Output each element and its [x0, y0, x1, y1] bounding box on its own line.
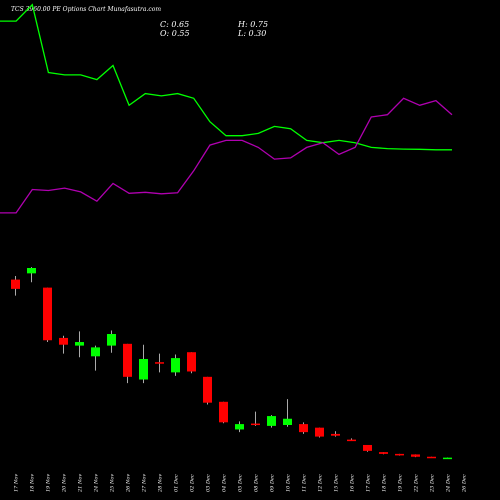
- x-tick-label: 05 Dec: [238, 474, 244, 492]
- x-tick-label: 08 Dec: [254, 474, 260, 492]
- candle-body: [43, 287, 52, 341]
- candle: [331, 431, 340, 437]
- candle: [315, 427, 324, 438]
- x-axis-ticks: 17 Nov 18 Nov 19 Nov 20 Nov 21 Nov 24 Nov 25 N…: [14, 474, 468, 493]
- candle: [75, 331, 84, 358]
- candle-body: [395, 453, 404, 456]
- x-tick-label: 02 Dec: [190, 474, 196, 492]
- candle-body: [443, 457, 452, 460]
- candle-body: [75, 342, 84, 346]
- candle-body: [59, 337, 68, 345]
- candle-body: [411, 454, 420, 457]
- candle: [107, 330, 116, 353]
- open-value: O: 0.55: [160, 29, 190, 38]
- close-value: C: 0.65: [160, 20, 189, 29]
- candle: [347, 438, 356, 442]
- x-tick-label: 12 Dec: [318, 474, 324, 492]
- candle: [123, 343, 132, 384]
- x-tick-label: 22 Dec: [414, 474, 420, 493]
- candle-body: [219, 401, 228, 423]
- x-tick-label: 27 Nov: [142, 474, 148, 493]
- x-tick-label: 26 Nov: [126, 474, 132, 493]
- x-tick-label: 18 Nov: [30, 474, 36, 492]
- candle: [155, 353, 164, 373]
- candle-body: [251, 423, 260, 426]
- x-tick-label: 04 Dec: [222, 474, 228, 492]
- candle: [91, 345, 100, 371]
- x-tick-label: 21 Nov: [78, 474, 84, 493]
- candle-body: [187, 352, 196, 372]
- x-tick-label: 19 Nov: [46, 474, 52, 492]
- candle-body: [315, 427, 324, 437]
- candle-body: [11, 279, 20, 289]
- candle-body: [171, 358, 180, 373]
- candle: [411, 454, 420, 458]
- x-tick-label: 09 Dec: [270, 474, 276, 492]
- x-tick-label: 28 Nov: [158, 474, 164, 493]
- candle: [427, 456, 436, 459]
- x-tick-label: 25 Nov: [110, 474, 116, 493]
- candle-body: [331, 433, 340, 436]
- x-tick-label: 15 Dec: [334, 474, 340, 492]
- high-value: H: 0.75: [237, 20, 268, 29]
- candle: [171, 354, 180, 376]
- x-tick-label: 24 Dec: [446, 474, 452, 493]
- candle-body: [235, 424, 244, 430]
- candle: [283, 399, 292, 427]
- candle-body: [91, 347, 100, 357]
- x-tick-label: 24 Nov: [94, 474, 100, 493]
- indicator-lines: [0, 3, 453, 214]
- candle: [139, 344, 148, 384]
- candles: [11, 267, 452, 460]
- candle-body: [139, 358, 148, 380]
- candle-body: [347, 439, 356, 442]
- chart-title: TCS 3960.00 PE Options Chart Munafasutra…: [11, 6, 161, 13]
- x-tick-label: 01 Dec: [174, 474, 180, 492]
- x-tick-label: 18 Dec: [382, 474, 388, 492]
- candle-body: [379, 452, 388, 454]
- indicator-line-1: [0, 3, 452, 151]
- x-tick-label: 23 Dec: [430, 474, 436, 493]
- candle: [299, 422, 308, 434]
- x-tick-label: 17 Nov: [14, 474, 20, 492]
- candle-body: [123, 343, 132, 377]
- candle-body: [363, 444, 372, 451]
- candle-body: [267, 416, 276, 426]
- candle-body: [107, 334, 116, 346]
- candle-body: [203, 376, 212, 403]
- x-tick-label: 03 Dec: [206, 474, 212, 492]
- candle: [187, 352, 196, 374]
- candle: [267, 415, 276, 428]
- indicator-line-2: [0, 97, 453, 214]
- candle-body: [155, 362, 164, 364]
- candle-body: [299, 424, 308, 433]
- candle-body: [283, 418, 292, 425]
- candle: [11, 276, 20, 296]
- candle: [395, 453, 404, 456]
- candle: [219, 401, 228, 424]
- candle: [235, 421, 244, 433]
- candle: [27, 267, 36, 283]
- candle: [443, 457, 452, 460]
- x-tick-label: 26 Dec: [462, 474, 468, 493]
- x-tick-label: 16 Dec: [350, 474, 356, 492]
- x-tick-label: 19 Dec: [398, 474, 404, 492]
- x-tick-label: 10 Dec: [286, 474, 292, 492]
- x-tick-label: 11 Dec: [302, 474, 308, 492]
- candle-body: [27, 268, 36, 274]
- x-tick-label: 20 Nov: [62, 474, 68, 493]
- candle: [251, 411, 260, 426]
- candle: [203, 376, 212, 405]
- candle-body: [427, 456, 436, 459]
- x-tick-label: 17 Dec: [366, 474, 372, 492]
- candle: [59, 335, 68, 354]
- low-value: L: 0.30: [237, 29, 266, 38]
- candle: [43, 287, 52, 343]
- candle: [379, 452, 388, 455]
- candle: [363, 444, 372, 452]
